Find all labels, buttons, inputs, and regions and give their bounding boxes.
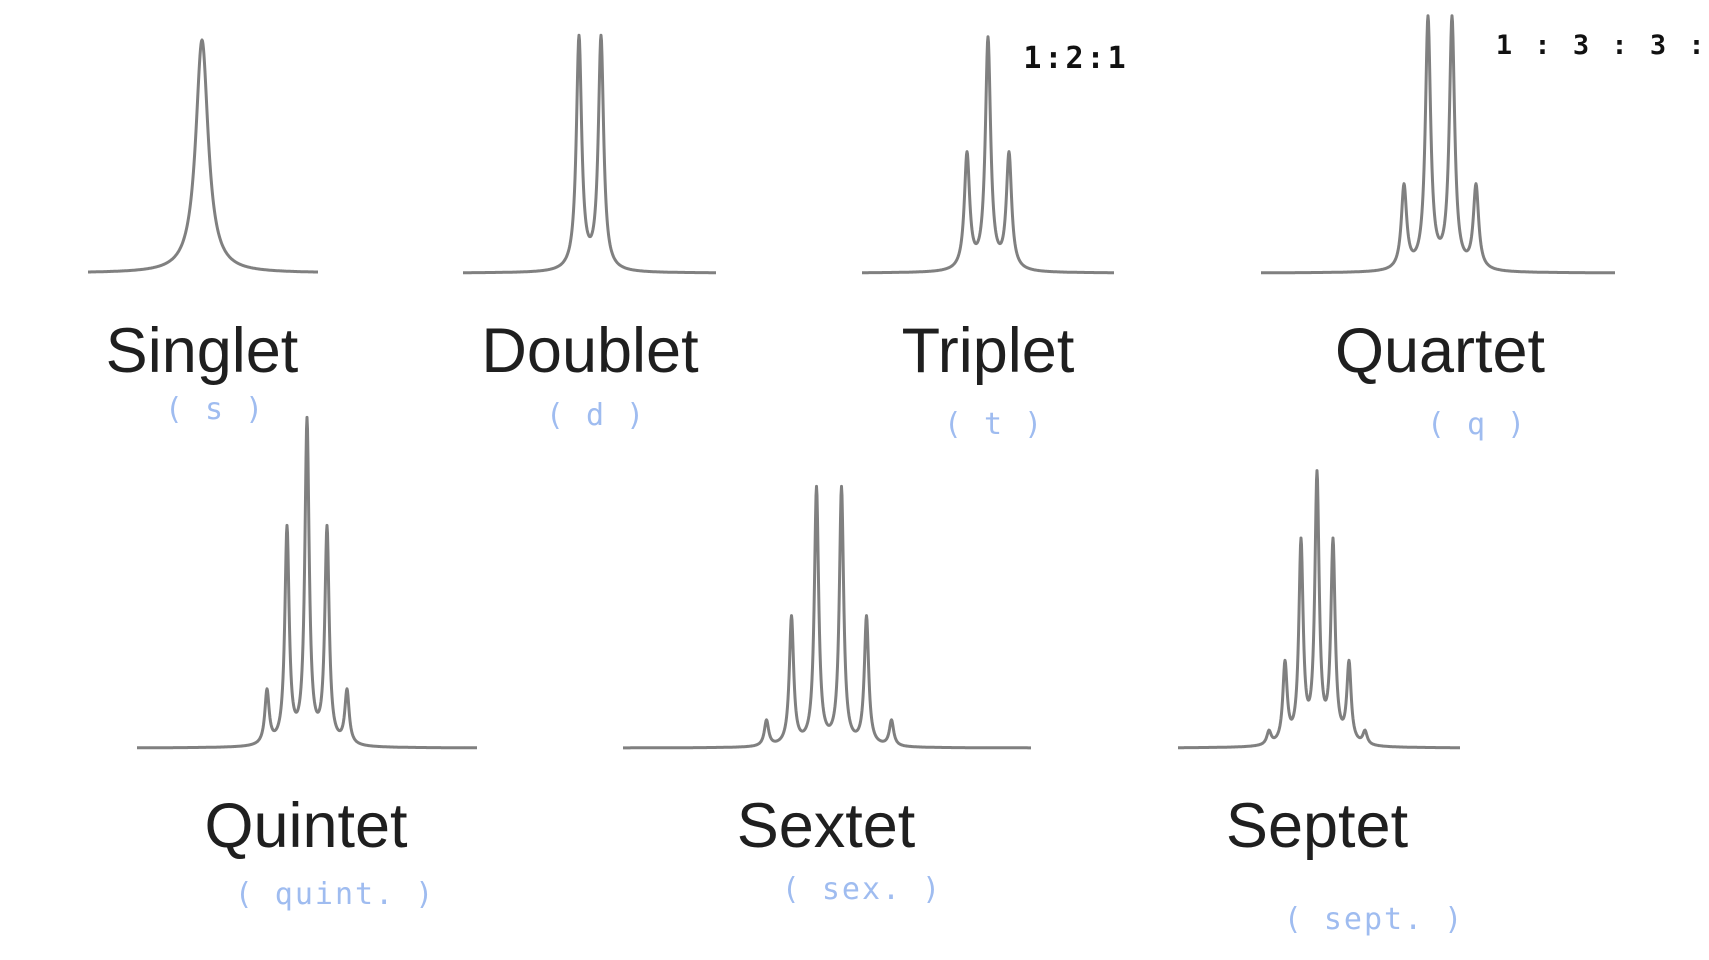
septet-label: Septet	[1225, 791, 1409, 861]
quartet-label: Quartet	[1334, 316, 1546, 386]
sextet-abbr: ( sex. )	[781, 872, 943, 907]
quartet-spectrum-line	[1260, 14, 1616, 275]
triplet-spectrum-line	[861, 35, 1115, 275]
singlet-label: Singlet	[105, 316, 299, 386]
sextet-spectrum-line	[622, 484, 1032, 750]
singlet-spectrum-line	[87, 38, 319, 274]
doublet-label: Doublet	[481, 316, 699, 386]
septet-abbr: ( sept. )	[1283, 902, 1465, 937]
singlet-abbr: ( s )	[164, 392, 266, 427]
triplet-label: Triplet	[901, 316, 1075, 386]
triplet-ratio-note: 1:2:1	[1023, 41, 1129, 76]
quintet-spectrum-line	[136, 415, 478, 750]
triplet-abbr: ( t )	[943, 407, 1045, 442]
quintet-abbr: ( quint. )	[234, 877, 436, 912]
doublet-spectrum-line	[462, 33, 717, 275]
quartet-abbr: ( q )	[1426, 407, 1528, 442]
septet-spectrum-line	[1177, 469, 1461, 750]
quartet-ratio-note: 1 : 3 : 3 : 1	[1495, 30, 1709, 61]
quintet-label: Quintet	[204, 791, 408, 861]
doublet-abbr: ( d )	[545, 398, 647, 433]
sextet-label: Sextet	[736, 791, 916, 861]
